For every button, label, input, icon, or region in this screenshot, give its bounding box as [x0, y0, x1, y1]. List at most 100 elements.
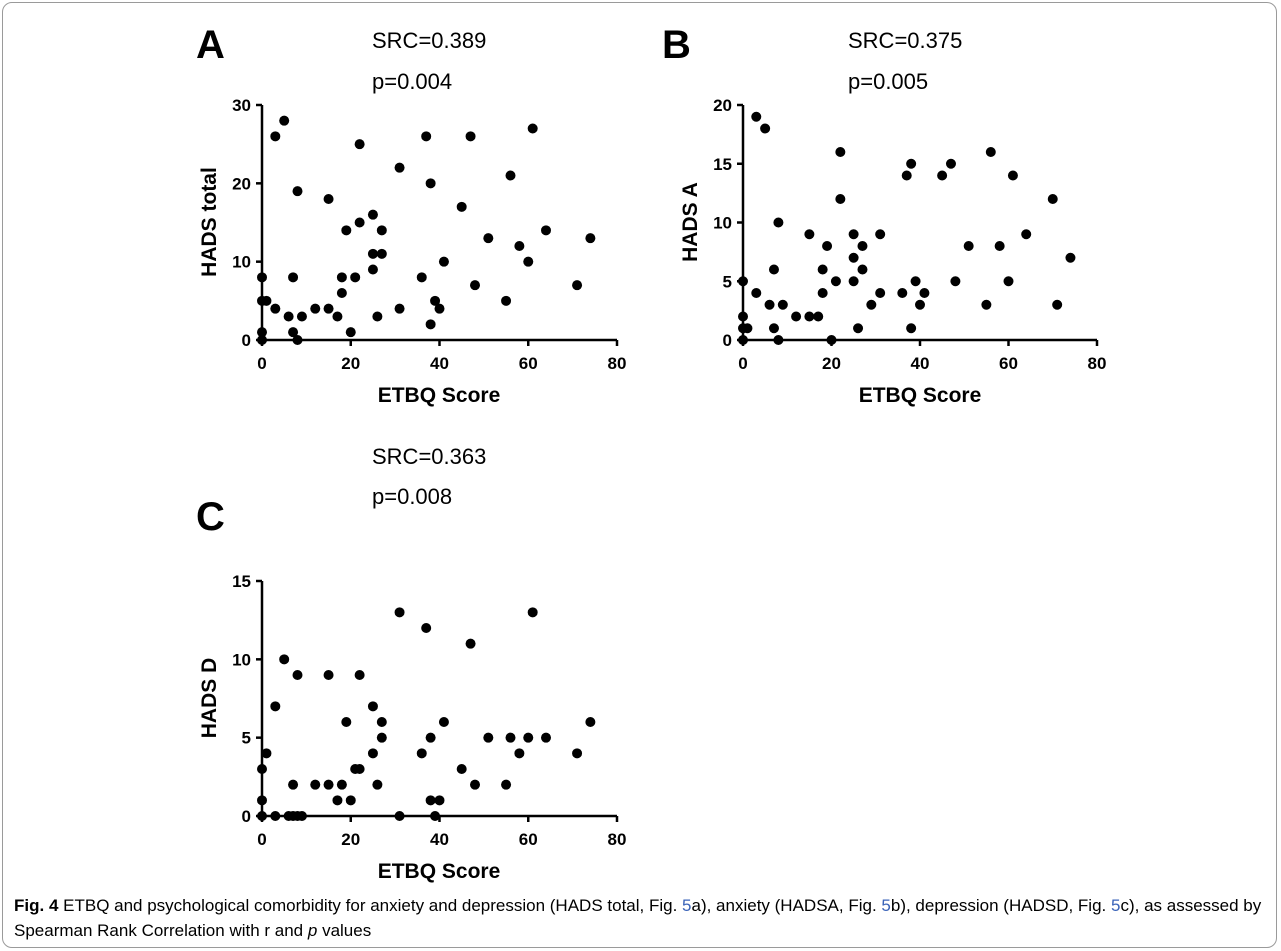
- y-tick-label: 5: [242, 729, 251, 748]
- y-tick-label: 0: [242, 807, 251, 826]
- data-point: [332, 795, 343, 806]
- data-point: [835, 194, 846, 204]
- figure-caption: Fig. 4 ETBQ and psychological comorbidit…: [14, 893, 1269, 943]
- y-tick-label: 30: [232, 96, 251, 115]
- data-point: [848, 252, 859, 263]
- data-point: [341, 225, 352, 236]
- data-point: [438, 717, 449, 727]
- x-axis-label: ETBQ Score: [378, 860, 501, 883]
- data-point: [257, 795, 267, 806]
- data-point: [501, 295, 512, 306]
- data-point: [288, 272, 299, 283]
- data-point: [963, 241, 974, 251]
- data-point: [416, 748, 427, 759]
- panel-a: A SRC=0.389 p=0.004 ETBQ Score HADS tota…: [196, 23, 626, 407]
- data-point: [751, 288, 762, 298]
- y-axis-label: HADS A: [679, 182, 702, 262]
- data-point: [354, 670, 365, 680]
- y-axis-label: HADS D: [198, 658, 221, 739]
- data-point: [505, 732, 516, 743]
- data-point: [421, 131, 432, 142]
- data-point: [257, 764, 267, 774]
- data-point: [323, 303, 334, 314]
- data-point: [394, 811, 405, 821]
- data-point: [421, 623, 432, 633]
- data-point: [906, 158, 917, 169]
- data-point: [394, 607, 405, 618]
- data-point: [738, 311, 748, 322]
- figure-reference-link[interactable]: 5: [1111, 896, 1121, 915]
- y-tick-label: 0: [723, 331, 732, 350]
- data-point: [742, 323, 753, 334]
- src-value: SRC=0.375: [848, 28, 962, 53]
- data-point: [270, 131, 281, 142]
- caption-text: b), depression (HADSD, Fig.: [890, 896, 1111, 915]
- data-point: [897, 288, 908, 298]
- data-point: [572, 748, 583, 759]
- data-point: [585, 717, 596, 727]
- x-axis-label: ETBQ Score: [859, 384, 982, 407]
- data-point: [804, 229, 815, 240]
- data-point: [585, 233, 596, 244]
- data-point: [394, 162, 405, 173]
- caption-label: Fig. 4: [14, 896, 59, 915]
- data-point: [527, 123, 538, 134]
- data-point: [853, 323, 864, 334]
- caption-text: c), as assessed by Spearman Rank Correla…: [14, 896, 1262, 940]
- figure-plots: A SRC=0.389 p=0.004 ETBQ Score HADS tota…: [196, 23, 1106, 883]
- data-point: [465, 131, 476, 142]
- data-point: [336, 272, 347, 283]
- data-point: [523, 732, 534, 743]
- data-point: [270, 303, 281, 314]
- data-point: [376, 732, 387, 743]
- data-point: [1007, 170, 1018, 181]
- data-point: [367, 248, 378, 259]
- data-point: [425, 732, 436, 743]
- data-point: [367, 264, 378, 275]
- y-tick-label: 5: [723, 272, 732, 291]
- data-point: [857, 264, 868, 275]
- data-point: [773, 217, 784, 228]
- data-point: [372, 779, 383, 790]
- panel-letter: A: [196, 23, 225, 67]
- data-point: [354, 764, 365, 774]
- data-point: [292, 670, 303, 680]
- data-point: [985, 147, 996, 157]
- data-point: [817, 264, 828, 275]
- data-point: [288, 327, 299, 338]
- data-point: [541, 732, 551, 743]
- data-point: [261, 295, 272, 306]
- data-point: [350, 272, 361, 283]
- data-point: [483, 233, 494, 244]
- data-point: [915, 299, 925, 310]
- data-point: [738, 335, 748, 345]
- data-point: [345, 327, 356, 338]
- src-value: SRC=0.363: [372, 444, 486, 469]
- figure-reference-link[interactable]: 5: [881, 896, 891, 915]
- data-point: [310, 303, 321, 314]
- y-tick-label: 20: [713, 96, 732, 115]
- data-point: [1052, 299, 1063, 310]
- y-tick-label: 0: [242, 331, 251, 350]
- p-value: p=0.008: [372, 484, 452, 509]
- panel-b: B SRC=0.375 p=0.005 ETBQ Score HADS A 0 2…: [662, 23, 1106, 407]
- data-point: [456, 201, 467, 212]
- data-point: [541, 225, 551, 236]
- data-point: [425, 178, 436, 189]
- data-point: [257, 327, 267, 338]
- data-point: [296, 311, 307, 322]
- data-point: [791, 311, 802, 322]
- data-point: [434, 795, 445, 806]
- x-tick-label: 20: [822, 354, 841, 373]
- data-point: [367, 209, 378, 220]
- figure-reference-link[interactable]: 5: [682, 896, 692, 915]
- data-point: [394, 303, 405, 314]
- data-point: [760, 123, 771, 134]
- axes: 0 20 40 60 80 0 10 20 30: [232, 96, 626, 373]
- data-point: [848, 276, 859, 287]
- data-point: [376, 248, 387, 259]
- x-tick-label: 80: [1088, 354, 1107, 373]
- data-point: [336, 288, 347, 298]
- data-points: [257, 115, 596, 345]
